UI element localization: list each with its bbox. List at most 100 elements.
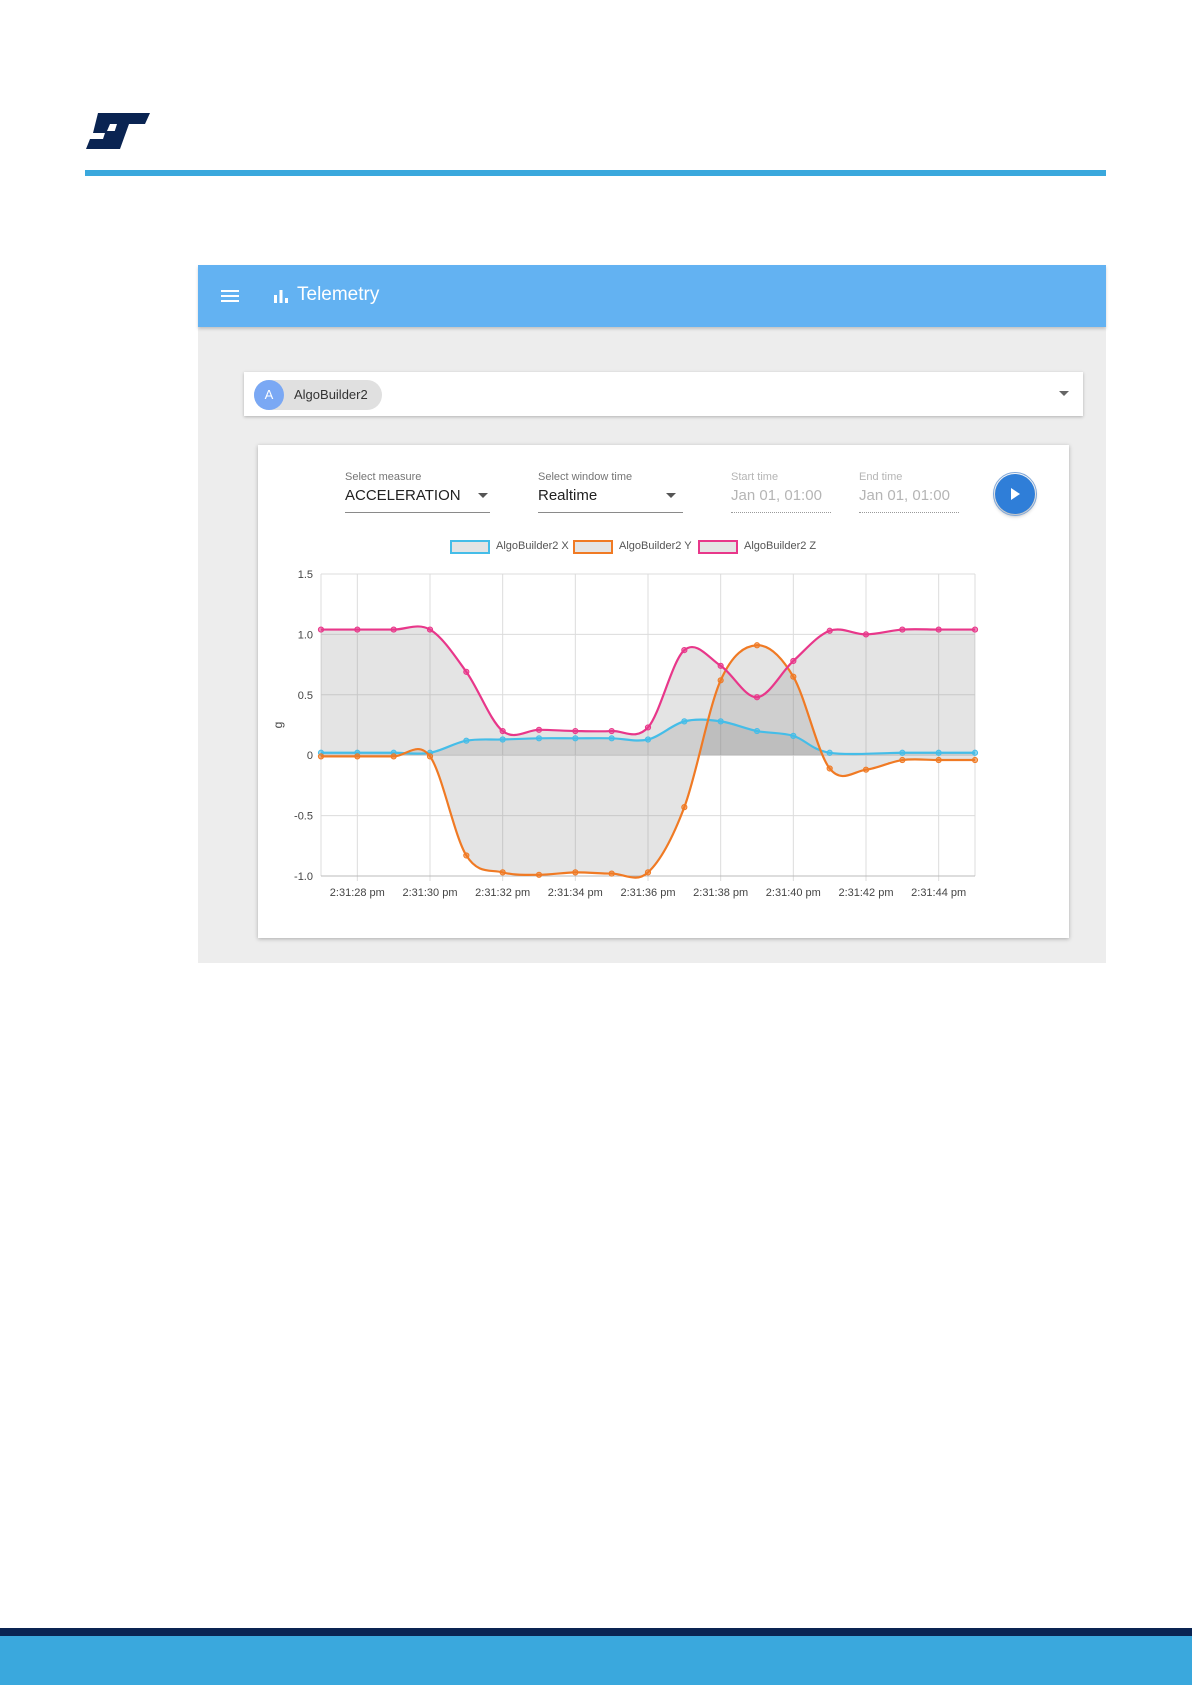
legend-swatch — [450, 540, 490, 554]
start-time-field[interactable]: Start time Jan 01, 01:00 — [731, 470, 831, 513]
telemetry-app: Telemetry A AlgoBuilder2 Select measure … — [198, 265, 1106, 963]
series-line — [321, 644, 975, 879]
chart-legend: AlgoBuilder2 X AlgoBuilder2 Y AlgoBuilder2… — [258, 537, 1069, 555]
play-button[interactable] — [993, 472, 1037, 516]
data-point — [717, 718, 724, 725]
data-point — [608, 735, 615, 742]
data-point — [499, 736, 506, 743]
data-point — [608, 727, 615, 735]
footer-stripe — [0, 1628, 1192, 1636]
x-tick-label: 2:31:44 pm — [911, 887, 966, 899]
caret-down-icon[interactable] — [478, 493, 488, 498]
data-point — [971, 626, 979, 633]
data-point — [463, 737, 470, 744]
menu-icon[interactable] — [218, 284, 242, 308]
data-point — [644, 724, 652, 731]
data-point — [572, 869, 579, 876]
measure-select[interactable]: Select measure ACCELERATION — [345, 470, 490, 513]
x-tick-label: 2:31:42 pm — [838, 887, 893, 899]
data-point — [681, 804, 688, 811]
data-point — [535, 735, 543, 742]
start-time-underline — [731, 512, 831, 513]
x-tick-label: 2:31:28 pm — [330, 887, 385, 899]
caret-down-icon[interactable] — [1059, 391, 1069, 396]
window-value: Realtime — [538, 487, 598, 504]
end-time-value: Jan 01, 01:00 — [859, 487, 950, 504]
data-point — [790, 673, 797, 680]
measure-label: Select measure — [345, 471, 422, 483]
y-tick-label: 1.5 — [298, 569, 313, 581]
data-point — [826, 749, 833, 756]
data-point — [535, 726, 543, 733]
footer-band — [0, 1636, 1192, 1685]
legend-swatch — [698, 540, 738, 554]
measure-underline — [345, 512, 490, 513]
data-point — [935, 749, 942, 756]
data-point — [317, 626, 325, 633]
data-point — [572, 727, 579, 735]
data-point — [753, 642, 761, 649]
data-point — [826, 627, 833, 634]
data-point — [317, 753, 325, 760]
legend-label: AlgoBuilder2 Y — [619, 540, 692, 552]
data-point — [790, 732, 797, 739]
chart-card: Select measure ACCELERATION Select windo… — [258, 445, 1069, 938]
data-point — [499, 727, 506, 735]
caret-down-icon[interactable] — [666, 493, 676, 498]
data-point — [354, 626, 361, 633]
measure-value: ACCELERATION — [345, 487, 461, 504]
x-tick-label: 2:31:38 pm — [693, 887, 748, 899]
data-point — [463, 852, 470, 859]
data-point — [971, 756, 979, 764]
device-chip-label: AlgoBuilder2 — [294, 387, 368, 402]
app-bar: Telemetry — [198, 265, 1106, 327]
app-title: Telemetry — [297, 284, 380, 305]
x-tick-label: 2:31:34 pm — [548, 887, 603, 899]
data-point — [753, 694, 761, 701]
data-point — [790, 657, 797, 665]
x-tick-label: 2:31:36 pm — [620, 887, 675, 899]
data-point — [681, 718, 688, 725]
data-point — [717, 677, 724, 684]
y-tick-label: 0.5 — [298, 690, 313, 702]
window-select[interactable]: Select window time Realtime — [538, 470, 683, 513]
data-point — [426, 626, 434, 633]
legend-label: AlgoBuilder2 X — [496, 540, 569, 552]
data-point — [717, 662, 724, 669]
device-chip[interactable]: A AlgoBuilder2 — [254, 380, 382, 410]
data-point — [899, 626, 906, 633]
window-underline — [538, 512, 683, 513]
data-point — [862, 766, 870, 773]
data-point — [644, 869, 652, 876]
legend-swatch — [573, 540, 613, 554]
header-rule — [85, 170, 1106, 176]
data-point — [935, 756, 942, 764]
data-point — [535, 871, 543, 878]
device-select[interactable]: A AlgoBuilder2 — [244, 372, 1083, 416]
data-point — [572, 735, 579, 742]
bar-chart-icon — [274, 290, 288, 303]
window-label: Select window time — [538, 471, 633, 483]
end-time-field[interactable]: End time Jan 01, 01:00 — [859, 470, 959, 513]
end-time-label: End time — [859, 471, 903, 483]
x-tick-label: 2:31:40 pm — [766, 887, 821, 899]
data-point — [753, 727, 761, 735]
y-axis-label: g — [271, 722, 285, 729]
data-point — [426, 753, 434, 760]
data-point — [935, 626, 942, 633]
y-tick-label: 1.0 — [298, 629, 313, 641]
data-point — [390, 753, 397, 760]
x-tick-label: 2:31:32 pm — [475, 887, 530, 899]
data-point — [644, 736, 652, 743]
y-tick-label: -1.0 — [294, 871, 313, 883]
device-avatar: A — [254, 380, 284, 410]
data-point — [899, 749, 906, 756]
start-time-value: Jan 01, 01:00 — [731, 487, 822, 504]
y-tick-label: -0.5 — [294, 811, 313, 823]
y-tick-label: 0 — [307, 750, 313, 762]
st-logo — [86, 113, 150, 149]
x-tick-label: 2:31:30 pm — [402, 887, 457, 899]
data-point — [499, 869, 506, 876]
data-point — [826, 765, 833, 772]
data-point — [354, 753, 361, 760]
